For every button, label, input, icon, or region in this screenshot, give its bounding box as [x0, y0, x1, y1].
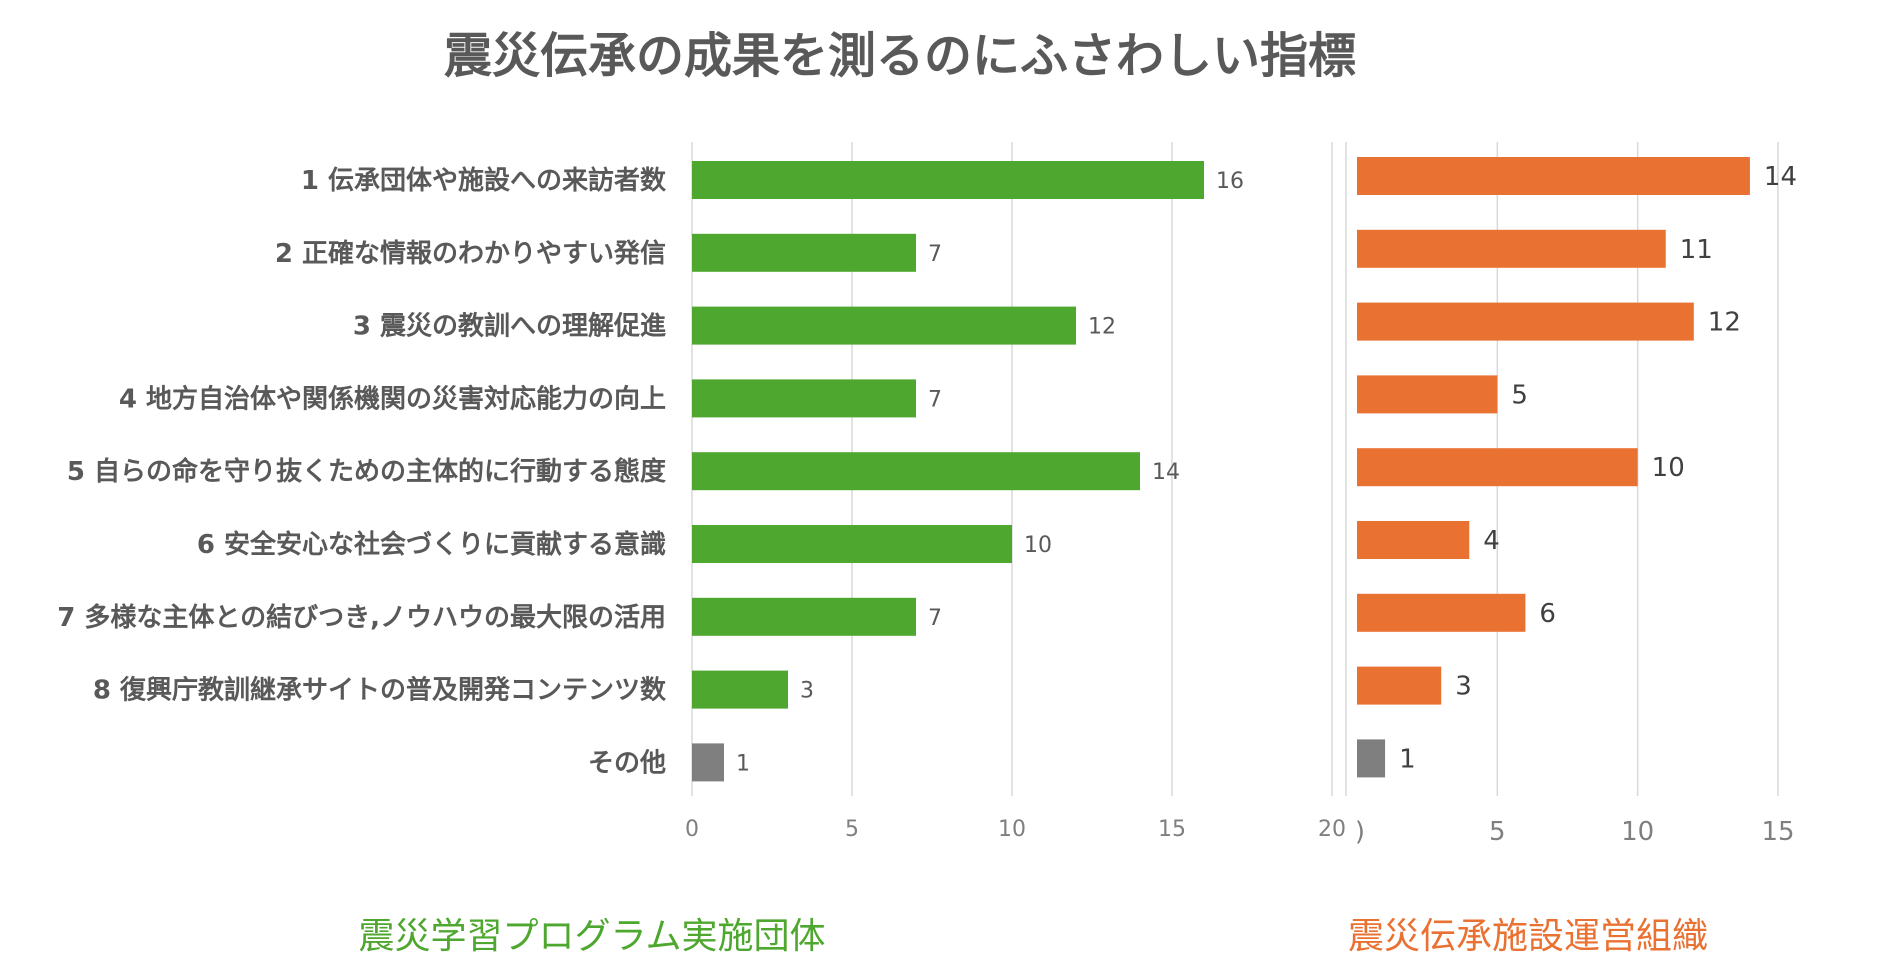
right-data-label: 3 — [1455, 672, 1472, 702]
right-data-label: 14 — [1764, 162, 1797, 192]
left-tick-label: 20 — [1318, 817, 1346, 842]
left-data-label: 12 — [1088, 315, 1116, 340]
chart-title: 震災伝承の成果を測るのにふさわしい指標 — [444, 28, 1356, 84]
left-data-label: 10 — [1024, 533, 1052, 558]
category-label: 2 正確な情報のわかりやすい発信 — [275, 238, 666, 269]
left-data-label: 7 — [928, 606, 942, 631]
right-data-label: 1 — [1399, 744, 1416, 774]
left-data-label: 14 — [1152, 460, 1180, 485]
left-chart-caption: 震災学習プログラム実施団体 — [359, 916, 826, 957]
right-data-label: 6 — [1539, 599, 1556, 629]
left-tick-label: 5 — [845, 817, 859, 842]
left-bar — [692, 233, 916, 272]
right-data-label: 11 — [1680, 235, 1713, 265]
right-chart: 14 11 12 5 10 4 6 3 1 ) 5 10 15 震災伝承施設運営組織 — [1345, 142, 1797, 957]
right-tick-label: 15 — [1761, 817, 1794, 847]
right-bar — [1357, 375, 1498, 414]
right-bar — [1357, 739, 1386, 778]
left-bar — [692, 306, 1076, 345]
left-bar — [692, 525, 1012, 563]
right-bar — [1357, 593, 1526, 632]
right-data-label: 5 — [1511, 380, 1528, 410]
right-chart-caption: 震災伝承施設運営組織 — [1348, 916, 1708, 957]
right-bar — [1357, 229, 1666, 268]
right-bar — [1357, 302, 1694, 341]
left-bar — [692, 670, 788, 709]
right-bar — [1357, 521, 1470, 559]
right-bar — [1357, 448, 1638, 487]
left-data-label: 1 — [736, 751, 750, 776]
right-bar — [1357, 666, 1442, 705]
left-bar — [692, 379, 916, 418]
right-data-label: 12 — [1708, 308, 1741, 338]
left-data-label: 7 — [928, 242, 942, 267]
category-label: 4 地方自治体や関係機関の災害対応能力の向上 — [119, 383, 666, 414]
category-label: 6 安全安心な社会づくりに貢献する意識 — [197, 529, 666, 560]
left-bar — [692, 161, 1204, 199]
left-tick-label: 15 — [1158, 817, 1186, 842]
category-label: その他 — [588, 748, 666, 778]
left-tick-label: 0 — [685, 817, 699, 842]
right-tick-label: 10 — [1621, 817, 1654, 847]
left-bar — [692, 452, 1140, 491]
right-tick-label: 5 — [1489, 817, 1506, 847]
left-tick-label: 10 — [998, 817, 1026, 842]
category-label: 8 復興庁教訓継承サイトの普及開発コンテンツ数 — [93, 675, 667, 706]
left-bar — [692, 743, 724, 782]
category-label: 7 多様な主体との結びつき,ノウハウの最大限の活用 — [57, 602, 666, 633]
right-tick-label: ) — [1355, 817, 1365, 847]
left-data-label: 7 — [928, 387, 942, 412]
right-bar — [1357, 157, 1750, 195]
left-bar — [692, 597, 916, 636]
category-label: 3 震災の教訓への理解促進 — [353, 311, 666, 342]
left-data-label: 3 — [800, 679, 814, 704]
right-data-label: 10 — [1652, 453, 1685, 483]
category-label: 1 伝承団体や施設への来訪者数 — [301, 165, 667, 196]
left-data-label: 16 — [1216, 169, 1244, 194]
right-data-label: 4 — [1483, 526, 1500, 556]
category-label: 5 自らの命を守り抜くための主体的に行動する態度 — [67, 456, 666, 487]
left-chart: 16 7 12 7 14 10 7 3 1 1 伝承団体や施設への来訪者数 2 正確な情報のわかり… — [57, 142, 1346, 957]
